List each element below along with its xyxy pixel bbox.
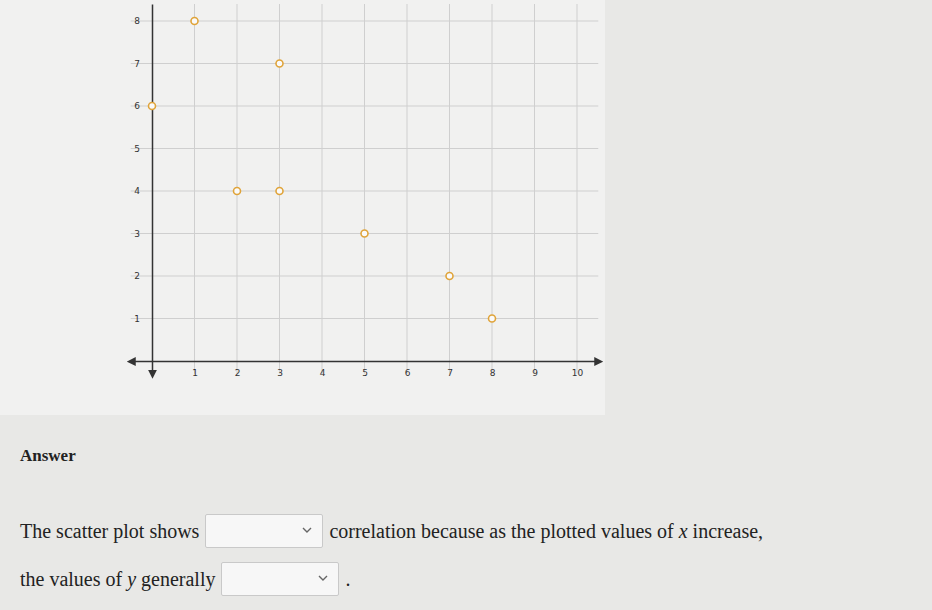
point xyxy=(149,103,156,110)
x-tick: 9 xyxy=(532,361,538,378)
y-tick: 4 xyxy=(134,186,152,196)
y-tick-label: 1 xyxy=(134,314,140,324)
x-tick-label: 8 xyxy=(490,368,496,378)
y-tick-label: 3 xyxy=(134,229,140,239)
y-tick-label: 2 xyxy=(134,271,140,281)
dropdown[interactable] xyxy=(221,562,339,596)
x-axis: 1 2 3 4 5 6 7 8 9 10 xyxy=(131,361,599,378)
point xyxy=(489,315,496,322)
chevron xyxy=(319,576,327,580)
sentence-text: y xyxy=(127,568,136,591)
grid-line xyxy=(131,191,599,192)
x-tick-label: 1 xyxy=(192,368,198,378)
x-tick: 8 xyxy=(490,361,496,378)
x-tick: 7 xyxy=(447,361,453,378)
x-tick-label: 9 xyxy=(532,368,538,378)
chart-background xyxy=(0,0,605,415)
chart: 1 2 3 4 5 6 7 8 9 10 1 2 3 4 5 6 7 8 xyxy=(0,0,932,420)
y-axis: 1 2 3 4 5 6 7 8 xyxy=(134,5,152,375)
x-tick-label: 5 xyxy=(362,368,368,378)
x-tick: 5 xyxy=(362,361,368,378)
points xyxy=(149,18,496,323)
x-tick: 6 xyxy=(405,361,411,378)
sentence-text: the values of xyxy=(20,568,127,591)
x-tick: 10 xyxy=(572,361,584,378)
y-tick: 1 xyxy=(134,314,152,324)
sentence-line: the values of y generally. xyxy=(20,560,350,598)
x-tick-label: 4 xyxy=(320,368,326,378)
grid-line xyxy=(131,21,599,22)
y-tick: 7 xyxy=(134,59,152,69)
sentence-text: x xyxy=(679,520,688,543)
heading: Answer xyxy=(20,446,76,466)
x-tick: 3 xyxy=(277,361,283,378)
y-tick: 8 xyxy=(134,16,152,26)
y-tick-label: 8 xyxy=(134,16,140,26)
point xyxy=(191,18,198,25)
x-tick: 1 xyxy=(192,361,198,378)
point xyxy=(446,273,453,280)
x-tick: 4 xyxy=(320,361,326,378)
y-tick-label: 7 xyxy=(134,59,140,69)
y-tick: 3 xyxy=(134,229,152,239)
grid xyxy=(131,4,599,374)
y-tick-label: 4 xyxy=(134,186,140,196)
x-tick-label: 3 xyxy=(277,368,283,378)
grid-line xyxy=(131,276,599,277)
x-tick-label: 7 xyxy=(447,368,453,378)
sentence-text: . xyxy=(345,568,350,591)
grid-line xyxy=(131,106,599,107)
grid-line xyxy=(131,148,599,149)
point xyxy=(361,230,368,237)
sentence-text: increase, xyxy=(688,520,764,543)
sentence-text: The scatter plot shows xyxy=(20,520,199,543)
y-tick: 2 xyxy=(134,271,152,281)
sentence-line: The scatter plot shows correlation becaus… xyxy=(20,512,763,550)
point xyxy=(234,188,241,195)
dropdown[interactable] xyxy=(205,514,323,548)
sentence-text: generally xyxy=(136,568,215,591)
y-tick-label: 6 xyxy=(134,101,140,111)
chevron xyxy=(303,528,311,532)
sentence-text: correlation because as the plotted value… xyxy=(329,520,678,543)
x-tick-label: 10 xyxy=(572,368,584,378)
grid-line xyxy=(131,63,599,64)
x-axis-line xyxy=(131,361,599,363)
y-axis-line xyxy=(152,5,154,375)
point xyxy=(276,188,283,195)
x-tick: 2 xyxy=(235,361,241,378)
y-tick-label: 5 xyxy=(134,144,140,154)
x-tick-label: 2 xyxy=(235,368,241,378)
dropdown-chevron xyxy=(318,575,328,582)
point xyxy=(276,60,283,67)
x-tick-label: 6 xyxy=(405,368,411,378)
dropdown-chevron xyxy=(302,527,312,534)
grid-line xyxy=(131,318,599,319)
y-tick: 5 xyxy=(134,144,152,154)
